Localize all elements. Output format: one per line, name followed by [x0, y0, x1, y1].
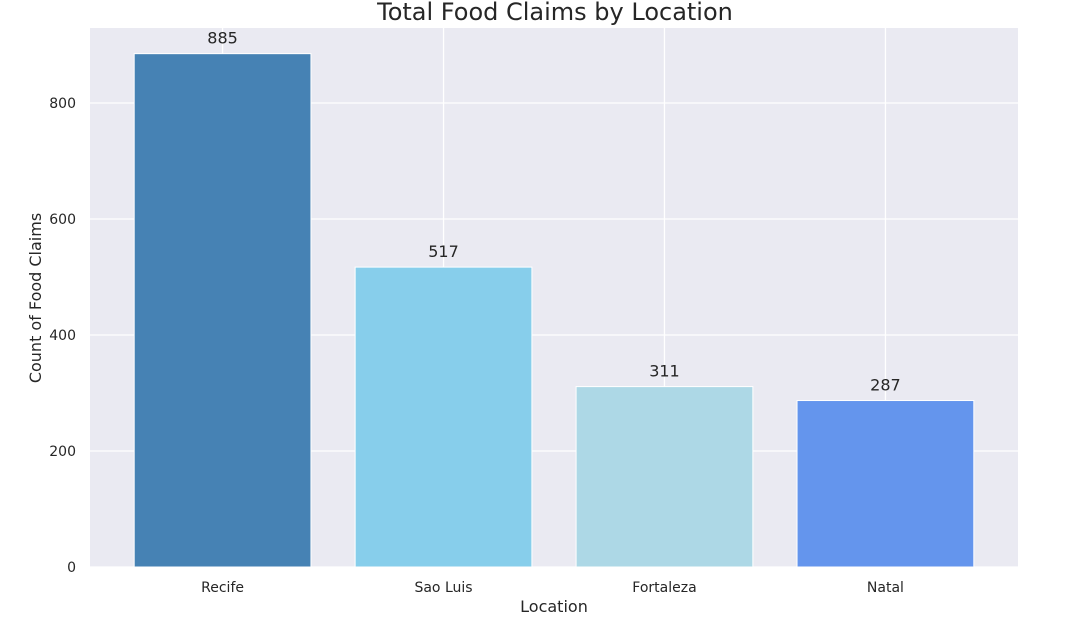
data-labels: 885 517 311 287 — [207, 29, 900, 395]
x-tick-label: Natal — [867, 580, 904, 596]
x-tick-label: Recife — [201, 580, 244, 596]
y-tick-label: 0 — [67, 560, 76, 576]
chart-title: Total Food Claims by Location — [376, 0, 733, 26]
y-tick-label: 800 — [49, 96, 76, 112]
y-tick-label: 200 — [49, 444, 76, 460]
bar-value-label: 287 — [870, 376, 901, 395]
y-axis-ticks: 0 200 400 600 800 — [49, 96, 76, 576]
bar-value-label: 517 — [428, 242, 459, 261]
bar-value-label: 311 — [649, 362, 680, 381]
bars — [133, 53, 975, 568]
x-tick-label: Sao Luis — [414, 580, 472, 596]
y-axis-title: Count of Food Claims — [26, 213, 45, 383]
bar-sao-luis — [354, 266, 533, 568]
x-axis-ticks: Recife Sao Luis Fortaleza Natal — [201, 580, 904, 596]
y-tick-label: 400 — [49, 328, 76, 344]
bar-natal — [796, 400, 975, 568]
x-tick-label: Fortaleza — [632, 580, 696, 596]
x-axis-title: Location — [520, 597, 588, 616]
bar-recife — [133, 53, 312, 568]
bar-value-label: 885 — [207, 29, 238, 48]
y-tick-label: 600 — [49, 212, 76, 228]
bar-fortaleza — [575, 386, 754, 568]
